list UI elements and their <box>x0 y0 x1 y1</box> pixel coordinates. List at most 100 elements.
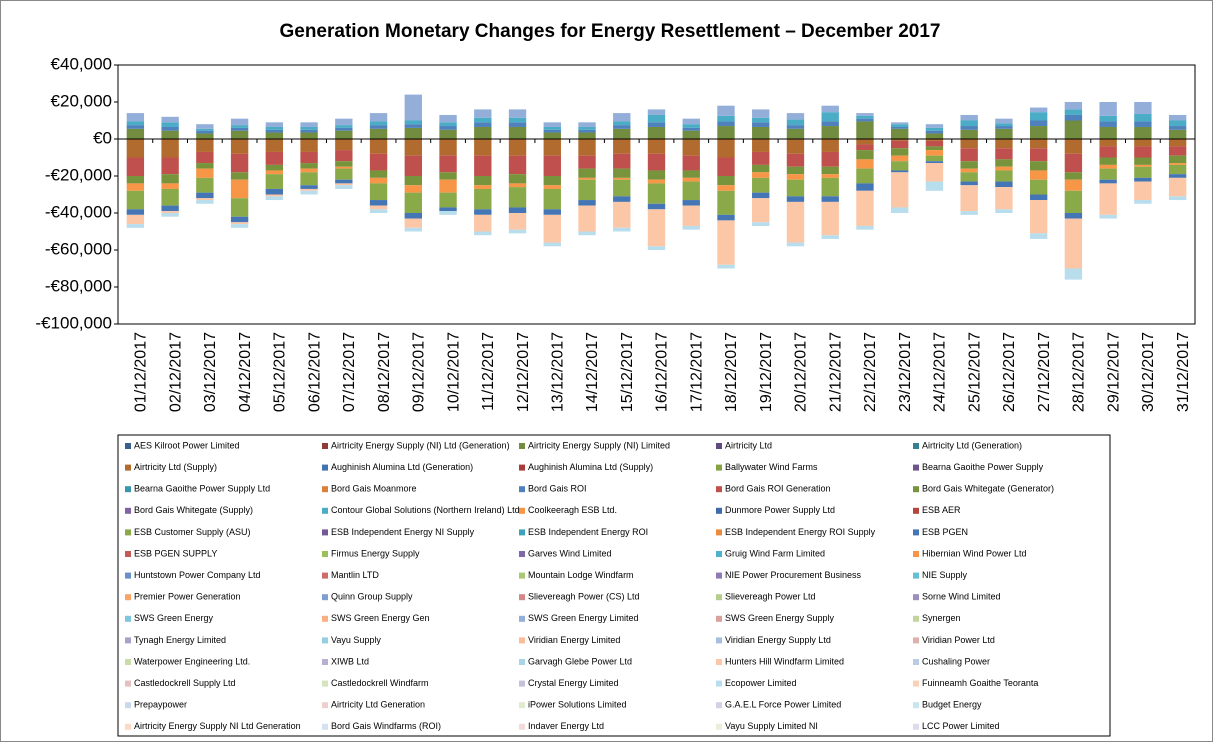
bar-segment <box>752 122 770 127</box>
bar-segment <box>1029 194 1048 201</box>
bar-segment <box>1064 109 1083 115</box>
legend-label: Mountain Lodge Windfarm <box>528 570 634 580</box>
bar-segment <box>821 121 839 127</box>
bar-segment <box>995 128 1013 139</box>
legend-swatch <box>125 443 131 449</box>
bar-segment <box>647 179 666 184</box>
bar-segment <box>856 144 874 151</box>
x-tick-label: 15/12/2017 <box>619 332 636 412</box>
legend-swatch <box>322 594 328 601</box>
bar-segment <box>856 225 874 230</box>
legend-swatch <box>519 551 525 557</box>
legend-label: Viridian Energy Supply Ltd <box>725 635 831 645</box>
bar-segment <box>1029 179 1048 195</box>
bar-segment <box>717 157 735 176</box>
bar-segment <box>126 190 145 210</box>
bar-segment <box>752 109 770 118</box>
bar-segment <box>543 185 561 189</box>
bar-segment <box>613 168 631 178</box>
bar-segment <box>508 187 527 208</box>
bar-segment <box>1064 114 1083 121</box>
bar-segment <box>995 159 1013 167</box>
legend-label: ESB Independent Energy ROI Supply <box>725 527 876 537</box>
bar-segment <box>508 213 527 230</box>
x-tick-label: 09/12/2017 <box>411 332 428 412</box>
bar-segment <box>1029 161 1048 171</box>
bar-segment <box>682 181 700 201</box>
bar-segment <box>752 126 770 139</box>
bar-segment <box>196 124 214 129</box>
legend-swatch <box>716 659 722 665</box>
legend-label: Castledockrell Windfarm <box>331 678 429 688</box>
x-tick-label: 29/12/2017 <box>1105 332 1122 412</box>
legend-swatch <box>716 615 722 622</box>
bar-segment <box>717 139 735 158</box>
legend-label: Hunters Hill Windfarm Limited <box>725 656 844 666</box>
legend-swatch <box>125 659 131 665</box>
bar-segment <box>578 177 596 180</box>
bar-segment <box>404 155 422 176</box>
legend-swatch <box>125 507 131 514</box>
legend-label: SWS Green Energy Limited <box>528 613 639 623</box>
bar-segment <box>1168 196 1187 201</box>
x-tick-label: 21/12/2017 <box>827 332 844 412</box>
bar-segment <box>508 183 527 188</box>
bar-segment <box>474 109 492 118</box>
legend-label: Huntstown Power Company Ltd <box>134 570 261 580</box>
legend-label: SWS Green Energy Gen <box>331 613 430 623</box>
bar-segment <box>265 129 284 133</box>
x-tick-label: 17/12/2017 <box>688 332 705 412</box>
bar-segment <box>613 177 631 180</box>
bar-segment <box>682 118 700 125</box>
legend-swatch <box>519 702 525 709</box>
legend-label: Bord Gais Windfarms (ROI) <box>331 721 441 731</box>
bar-segment <box>647 114 666 123</box>
bar-segment <box>439 122 457 127</box>
legend-swatch <box>913 551 919 557</box>
y-tick-label: -€100,000 <box>35 313 112 332</box>
bar-segment <box>1168 139 1187 147</box>
legend-swatch <box>125 702 131 709</box>
legend-swatch <box>716 551 722 557</box>
legend-label: Airtricity Ltd Generation <box>331 700 425 710</box>
legend-swatch <box>913 486 919 493</box>
legend-swatch <box>716 464 722 471</box>
bar-segment <box>508 229 527 234</box>
legend-swatch <box>322 507 328 514</box>
bar-segment <box>196 163 214 169</box>
bar-segment <box>786 128 805 139</box>
bar-segment <box>1064 172 1083 180</box>
bar-segment <box>1099 183 1117 215</box>
legend-swatch <box>913 702 919 709</box>
bar-segment <box>404 94 422 121</box>
bar-segment <box>335 179 353 184</box>
bar-segment <box>474 176 492 186</box>
bar-segment <box>891 148 909 156</box>
bar-segment <box>404 127 422 139</box>
x-tick-label: 16/12/2017 <box>654 332 671 412</box>
bar-segment <box>821 196 839 202</box>
bar-segment <box>1134 114 1152 122</box>
bar-segment <box>821 235 839 239</box>
bar-segment <box>508 174 527 184</box>
bar-segment <box>335 166 353 169</box>
bar-segment <box>925 163 944 182</box>
x-tick-label: 10/12/2017 <box>445 332 462 412</box>
bar-segment <box>230 179 249 199</box>
bar-segment <box>369 153 388 171</box>
bar-segment <box>1029 107 1048 113</box>
bar-segment <box>1064 268 1083 280</box>
bar-segment <box>1168 120 1187 127</box>
bar-segment <box>196 198 214 201</box>
bar-segment <box>161 157 179 175</box>
bar-segment <box>821 151 839 167</box>
x-tick-label: 18/12/2017 <box>723 332 740 412</box>
bar-segment <box>196 139 214 152</box>
legend-swatch <box>716 594 722 601</box>
bar-segment <box>474 117 492 123</box>
bar-segment <box>786 196 805 202</box>
bar-segment <box>960 185 978 212</box>
bar-segment <box>960 148 978 162</box>
bar-segment <box>369 170 388 178</box>
bar-segment <box>1134 177 1152 182</box>
